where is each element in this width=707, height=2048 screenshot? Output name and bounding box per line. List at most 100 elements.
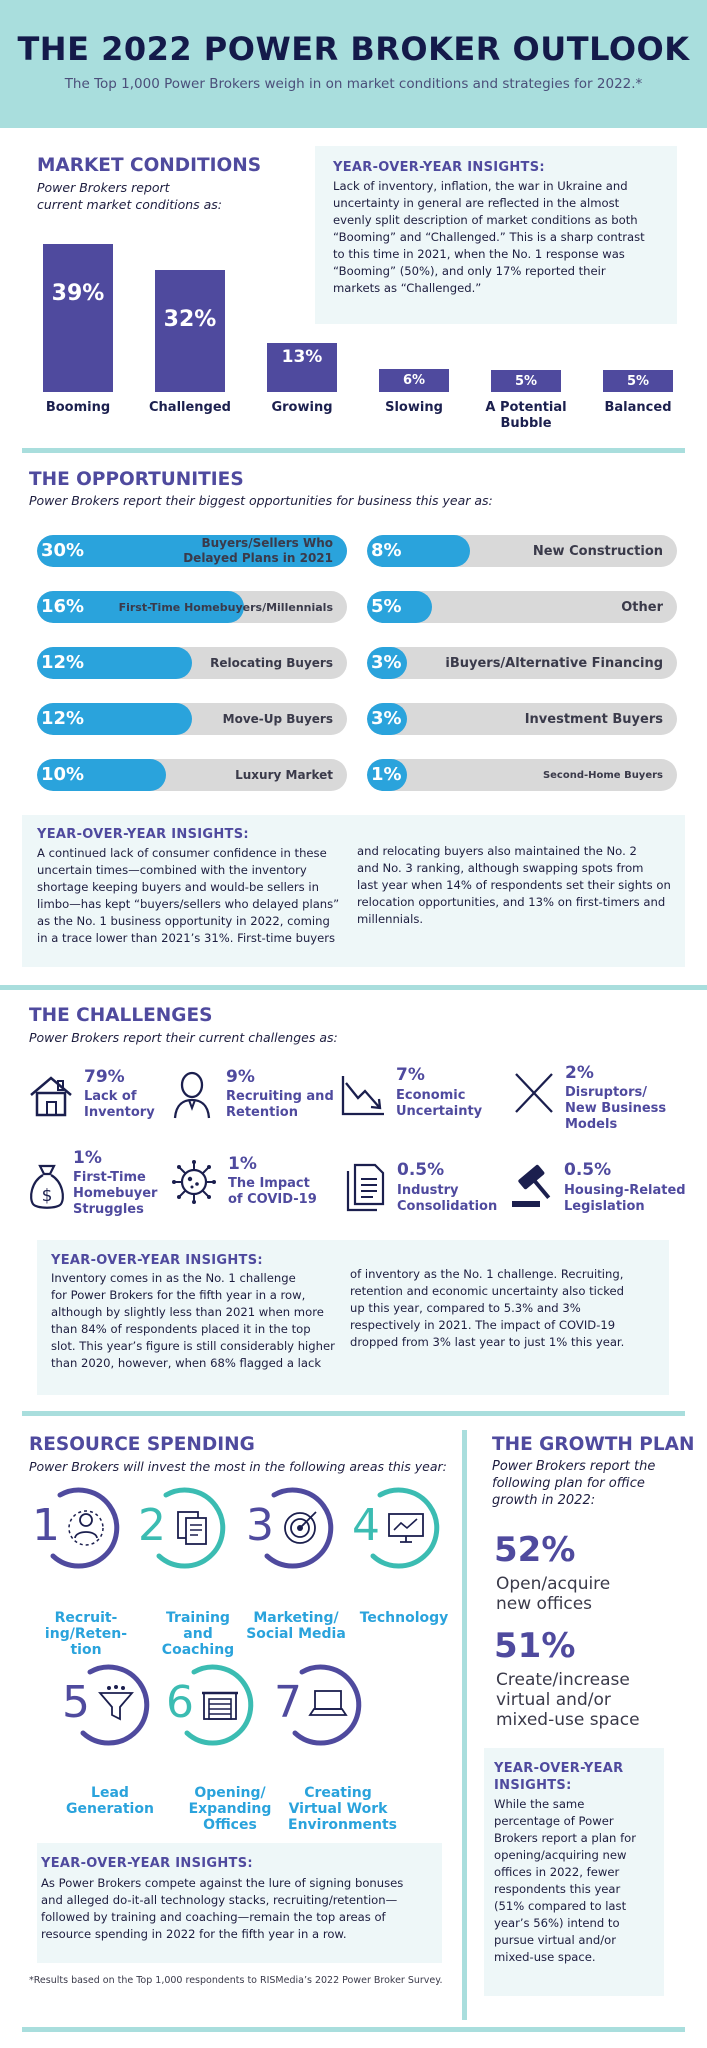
money-bag-icon: $: [30, 1164, 64, 1209]
opportunity-label: iBuyers/Alternative Financing: [445, 655, 663, 671]
resource-ring: [156, 1487, 226, 1569]
opportunity-label: Relocating Buyers: [210, 655, 333, 670]
resource-insight-head: YEAR-OVER-YEAR INSIGHTS:: [41, 1856, 253, 1871]
bar-value: 13%: [281, 346, 323, 367]
opportunity-bar: 5% Other: [367, 591, 677, 623]
resource-rank: 5: [62, 1677, 90, 1728]
challenge-pct: 2%: [565, 1063, 594, 1083]
challenge-label: First-Time Homebuyer Struggles: [73, 1170, 158, 1217]
bar-label: A Potential Bubble: [485, 400, 567, 431]
opportunity-bar-fill: [37, 535, 347, 567]
bar-value: 32%: [163, 307, 217, 333]
opportunity-bar: 1% Second-Home Buyers: [367, 759, 677, 791]
resource-subtitle: Power Brokers will invest the most in th…: [29, 1459, 447, 1474]
opportunity-label: Second-Home Buyers: [542, 769, 663, 781]
training-icon: [177, 1511, 207, 1545]
opportunities-insight-head: YEAR-OVER-YEAR INSIGHTS:: [37, 827, 249, 842]
opportunity-bar: 12% Move-Up Buyers: [37, 703, 347, 735]
opportunity-label: Move-Up Buyers: [222, 711, 333, 726]
page-title: THE 2022 POWER BROKER OUTLOOK: [17, 30, 690, 68]
x-cross-icon: [515, 1073, 553, 1113]
resource-title: RESOURCE SPENDING: [29, 1434, 255, 1455]
recruit-icon: [68, 1510, 104, 1546]
opportunity-bar-fill: [37, 759, 167, 791]
resource-rank: 3: [246, 1500, 274, 1551]
virus-icon: [172, 1160, 216, 1204]
resource-insight-text: As Power Brokers compete against the lur…: [41, 1876, 404, 1941]
opportunity-pct: 16%: [41, 596, 85, 617]
resource-label: Marketing/Social Media: [246, 1610, 346, 1642]
resource-label: Opening/Expanding Offices: [188, 1785, 272, 1833]
market-subtitle-2: current market conditions as:: [37, 197, 223, 212]
growth-stat-1-text: Open/acquire new offices: [496, 1574, 611, 1614]
bar-value: 39%: [51, 280, 105, 306]
resource-rank: 7: [274, 1677, 302, 1728]
growth-stat-2-pct: 51%: [494, 1626, 576, 1666]
challenges-subtitle: Power Brokers report their current chall…: [29, 1030, 338, 1045]
opportunity-pct: 3%: [371, 652, 402, 673]
resource-ring: [264, 1487, 334, 1569]
bar-booming: 39%: [43, 243, 113, 392]
challenges-insight-head: YEAR-OVER-YEAR INSIGHTS:: [51, 1253, 263, 1268]
opportunity-pct: 8%: [371, 540, 402, 561]
market-title: MARKET CONDITIONS: [37, 155, 262, 176]
opportunity-pct: 30%: [41, 540, 85, 561]
market-insight-head: YEAR-OVER-YEAR INSIGHTS:: [333, 160, 545, 175]
opportunity-bar: 16% First-Time Homebuyers/Millennials: [37, 591, 347, 623]
monitor-icon: [388, 1513, 424, 1543]
growth-stat-1-pct: 52%: [494, 1530, 576, 1570]
bar-slowing: 6%: [379, 369, 449, 392]
opportunity-label: New Construction: [532, 543, 663, 559]
office-icon: [202, 1691, 238, 1720]
challenge-label: Economic Uncertainty: [396, 1088, 483, 1119]
challenge-label: Disruptors/New Business Models: [565, 1085, 667, 1132]
resource-rank: 2: [138, 1500, 166, 1551]
laptop-icon: [308, 1690, 348, 1716]
opportunities-insight-box: [22, 815, 685, 967]
header-banner: [0, 0, 707, 128]
growth-insight-head: YEAR-OVER-YEAR INSIGHTS:: [494, 1761, 624, 1793]
footnote: *Results based on the Top 1,000 responde…: [29, 1975, 443, 1986]
challenge-label: Housing-Related Legislation: [564, 1183, 686, 1214]
opportunity-bar-fill: [367, 591, 432, 623]
bar-label: Challenged: [149, 400, 231, 415]
challenge-pct: 1%: [73, 1148, 102, 1168]
opportunity-bar-fill: [37, 703, 192, 735]
challenge-pct: 0.5%: [564, 1160, 612, 1180]
opportunity-pct: 10%: [41, 764, 85, 785]
challenge-pct: 0.5%: [397, 1160, 445, 1180]
opportunities-insight-right: and relocating buyers also maintained th…: [357, 844, 671, 926]
section-divider: [22, 448, 685, 453]
market-insight-box: [315, 146, 677, 324]
opportunity-pct: 12%: [41, 652, 85, 673]
challenge-label: Lack of Inventory: [84, 1089, 155, 1120]
opportunity-label: Investment Buyers: [524, 711, 663, 727]
challenges-title: THE CHALLENGES: [29, 1005, 213, 1026]
opportunity-bar: 3% iBuyers/Alternative Financing: [367, 647, 677, 679]
resource-rank: 1: [32, 1500, 60, 1551]
documents-icon: [346, 1163, 385, 1212]
gavel-icon: [512, 1164, 551, 1207]
bar-value: 5%: [626, 374, 650, 389]
resource-label: Technology: [359, 1610, 449, 1626]
bar-label: Balanced: [604, 400, 672, 415]
bar-value: 5%: [514, 374, 538, 389]
resource-ring: [292, 1664, 362, 1746]
svg-text:$: $: [42, 1186, 53, 1206]
challenge-label: The Impact of COVID-19: [228, 1176, 317, 1207]
house-icon: [30, 1076, 72, 1117]
bar-label: Slowing: [385, 400, 443, 415]
declining-chart-icon: [341, 1076, 384, 1116]
resource-insight-box: [37, 1843, 442, 1963]
opportunity-bar: 12% Relocating Buyers: [37, 647, 347, 679]
opportunity-label: First-Time Homebuyers/Millennials: [118, 600, 333, 614]
resource-label: Creating Virtual Work Environments: [288, 1785, 398, 1833]
opportunities-title: THE OPPORTUNITIES: [29, 469, 244, 490]
growth-stat-2-text: Create/increase virtual and/or mixed-use s…: [496, 1670, 640, 1730]
section-divider: [22, 2027, 685, 2032]
resource-rank: 4: [352, 1500, 380, 1551]
challenge-pct: 79%: [84, 1067, 125, 1087]
bar-balanced: 5%: [603, 370, 673, 392]
opportunity-bar: 10% Luxury Market: [37, 759, 347, 791]
resource-ring: [80, 1664, 150, 1746]
